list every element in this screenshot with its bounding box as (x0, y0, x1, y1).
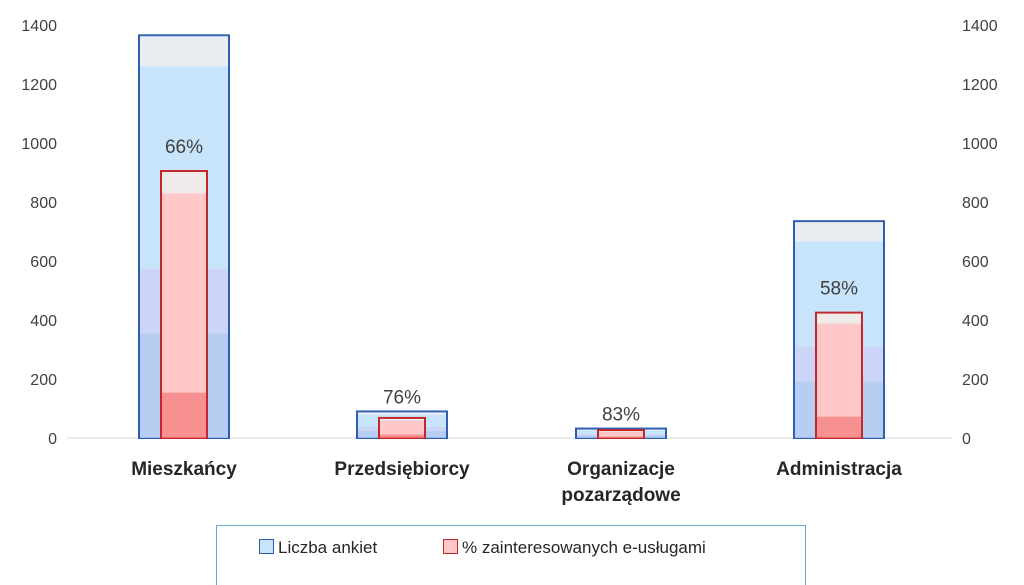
bar-highlight (162, 172, 206, 194)
y-tick-label-right: 200 (962, 372, 989, 389)
category-label: Administracja (776, 459, 902, 480)
y-tick-label-left: 0 (48, 431, 57, 448)
y-tick-label-right: 0 (962, 431, 971, 448)
bar-tint (162, 392, 206, 438)
category-label: pozarządowe (561, 485, 680, 506)
bar-tint (817, 416, 861, 438)
y-tick-label-left: 400 (30, 313, 57, 330)
y-tick-label-right: 400 (962, 313, 989, 330)
y-axis-left: 0 200 400 600 800 1000 1200 1400 (21, 18, 57, 448)
y-tick-label-right: 600 (962, 254, 989, 271)
category-labels: Mieszkańcy Przedsiębiorcy Organizacje pozar… (131, 459, 902, 506)
legend-item-zainteresowanych: % zainteresowanych e-usługami (443, 538, 706, 558)
bar-highlight (795, 222, 883, 242)
y-tick-label-left: 1000 (21, 136, 57, 153)
bar-group (138, 34, 885, 440)
percent-label: 58% (820, 279, 858, 300)
y-tick-label-left: 1400 (21, 18, 57, 35)
y-tick-label-right: 1400 (962, 18, 998, 35)
y-tick-label-right: 1000 (962, 136, 998, 153)
y-axis-right: 0 200 400 600 800 1000 1200 1400 (962, 18, 998, 448)
bar-highlight (140, 36, 228, 67)
y-tick-label-left: 1200 (21, 77, 57, 94)
legend-swatch-blue (259, 539, 274, 554)
y-tick-label-right: 1200 (962, 77, 998, 94)
legend-swatch-red (443, 539, 458, 554)
bar-highlight (817, 313, 861, 324)
percent-label: 76% (383, 387, 421, 408)
category-label: Organizacje (567, 459, 675, 480)
category-label: Przedsiębiorcy (334, 459, 470, 480)
y-tick-label-left: 800 (30, 195, 57, 212)
percent-label: 83% (602, 405, 640, 426)
y-tick-label-right: 800 (962, 195, 989, 212)
bar-tint (380, 434, 424, 438)
legend-label-liczba-ankiet: Liczba ankiet (278, 538, 378, 557)
bar-highlight (380, 418, 424, 421)
legend-label-zainteresowanych: % zainteresowanych e-usługami (462, 538, 706, 557)
percent-labels: 66% 76% 83% 58% (165, 137, 858, 426)
bar-highlight (599, 431, 643, 432)
legend-item-liczba-ankiet: Liczba ankiet (259, 538, 377, 558)
category-label: Mieszkańcy (131, 459, 237, 480)
percent-label: 66% (165, 137, 203, 158)
bar-highlight (358, 412, 446, 415)
legend: Liczba ankiet % zainteresowanych e-usług… (216, 525, 806, 585)
bar-tint (599, 436, 643, 438)
y-tick-label-left: 600 (30, 254, 57, 271)
y-tick-label-left: 200 (30, 372, 57, 389)
